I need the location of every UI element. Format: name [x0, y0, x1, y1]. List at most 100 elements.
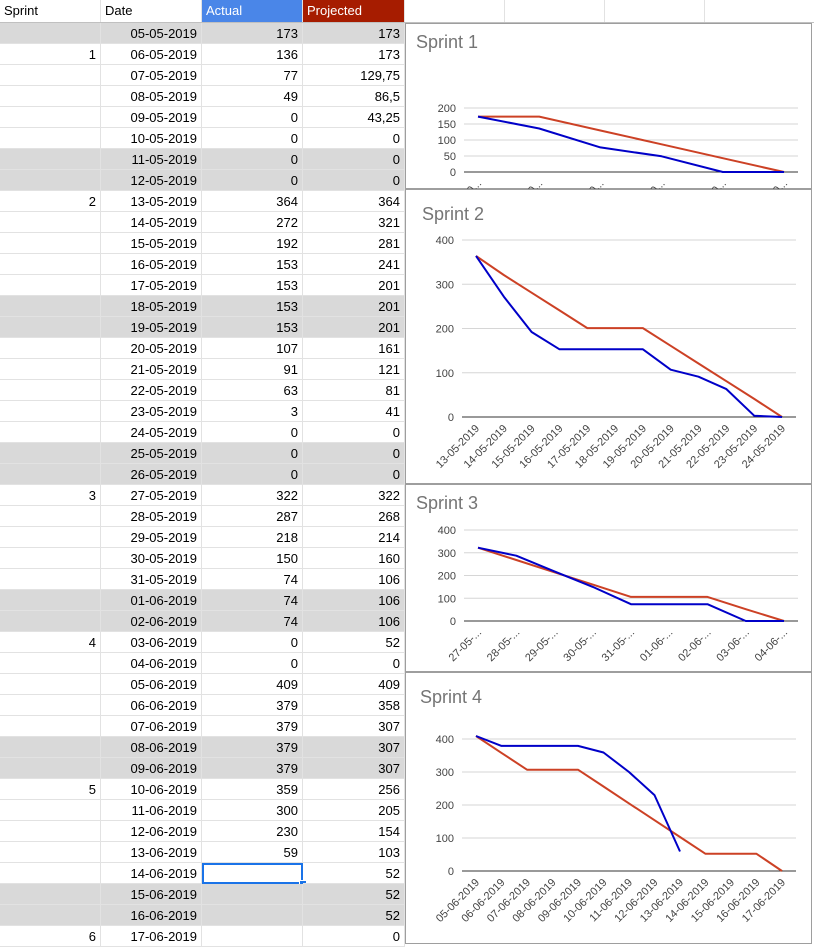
cell-actual[interactable]: 107 — [202, 338, 303, 359]
cell-actual[interactable] — [202, 884, 303, 905]
cell-actual[interactable]: 59 — [202, 842, 303, 863]
cell-projected[interactable]: 201 — [303, 275, 405, 296]
cell-date[interactable]: 26-05-2019 — [101, 464, 202, 485]
cell-projected[interactable]: 307 — [303, 758, 405, 779]
cell-projected[interactable]: 205 — [303, 800, 405, 821]
cell-date[interactable]: 28-05-2019 — [101, 506, 202, 527]
cell-sprint[interactable] — [0, 338, 101, 359]
cell-date[interactable]: 06-06-2019 — [101, 695, 202, 716]
cell-actual[interactable]: 0 — [202, 128, 303, 149]
cell-projected[interactable]: 121 — [303, 359, 405, 380]
cell-sprint[interactable] — [0, 695, 101, 716]
cell-projected[interactable]: 268 — [303, 506, 405, 527]
cell-actual[interactable]: 287 — [202, 506, 303, 527]
cell-date[interactable]: 02-06-2019 — [101, 611, 202, 632]
cell-date[interactable]: 19-05-2019 — [101, 317, 202, 338]
cell-sprint[interactable] — [0, 359, 101, 380]
empty-header-cell[interactable] — [705, 0, 814, 22]
cell-date[interactable]: 13-06-2019 — [101, 842, 202, 863]
cell-sprint[interactable] — [0, 842, 101, 863]
cell-sprint[interactable]: 2 — [0, 191, 101, 212]
cell-projected[interactable]: 364 — [303, 191, 405, 212]
cell-date[interactable]: 09-05-2019 — [101, 107, 202, 128]
cell-date[interactable]: 18-05-2019 — [101, 296, 202, 317]
cell-projected[interactable]: 409 — [303, 674, 405, 695]
cell-date[interactable]: 14-06-2019 — [101, 863, 202, 884]
header-date[interactable]: Date — [101, 0, 202, 22]
cell-projected[interactable]: 154 — [303, 821, 405, 842]
cell-actual[interactable]: 49 — [202, 86, 303, 107]
cell-date[interactable]: 16-05-2019 — [101, 254, 202, 275]
cell-date[interactable]: 22-05-2019 — [101, 380, 202, 401]
cell-sprint[interactable] — [0, 590, 101, 611]
cell-actual[interactable]: 3 — [202, 401, 303, 422]
cell-date[interactable]: 13-05-2019 — [101, 191, 202, 212]
cell-date[interactable]: 17-05-2019 — [101, 275, 202, 296]
cell-projected[interactable]: 106 — [303, 611, 405, 632]
burndown-chart[interactable]: Sprint 3 0 100 200 300 400 27-05-... 28-05-... 2… — [405, 484, 812, 672]
cell-actual[interactable]: 153 — [202, 296, 303, 317]
cell-sprint[interactable] — [0, 737, 101, 758]
cell-sprint[interactable] — [0, 254, 101, 275]
cell-projected[interactable]: 307 — [303, 737, 405, 758]
cell-projected[interactable]: 81 — [303, 380, 405, 401]
cell-sprint[interactable] — [0, 65, 101, 86]
cell-projected[interactable]: 0 — [303, 422, 405, 443]
cell-sprint[interactable] — [0, 233, 101, 254]
cell-actual[interactable] — [202, 926, 303, 947]
cell-projected[interactable]: 201 — [303, 317, 405, 338]
cell-date[interactable]: 20-05-2019 — [101, 338, 202, 359]
cell-actual[interactable]: 136 — [202, 44, 303, 65]
cell-sprint[interactable] — [0, 569, 101, 590]
cell-actual[interactable]: 173 — [202, 23, 303, 44]
cell-projected[interactable]: 0 — [303, 170, 405, 191]
cell-date[interactable]: 08-05-2019 — [101, 86, 202, 107]
cell-actual[interactable]: 0 — [202, 107, 303, 128]
cell-date[interactable]: 11-05-2019 — [101, 149, 202, 170]
cell-actual[interactable]: 153 — [202, 275, 303, 296]
cell-sprint[interactable] — [0, 107, 101, 128]
cell-projected[interactable]: 52 — [303, 905, 405, 926]
cell-date[interactable]: 12-05-2019 — [101, 170, 202, 191]
cell-date[interactable]: 09-06-2019 — [101, 758, 202, 779]
cell-projected[interactable]: 43,25 — [303, 107, 405, 128]
cell-actual[interactable]: 379 — [202, 695, 303, 716]
empty-header-cell[interactable] — [505, 0, 605, 22]
cell-actual[interactable]: 272 — [202, 212, 303, 233]
cell-projected[interactable]: 0 — [303, 653, 405, 674]
cell-actual[interactable]: 218 — [202, 527, 303, 548]
cell-actual[interactable]: 379 — [202, 758, 303, 779]
cell-date[interactable]: 27-05-2019 — [101, 485, 202, 506]
cell-date[interactable]: 31-05-2019 — [101, 569, 202, 590]
cell-projected[interactable]: 0 — [303, 464, 405, 485]
cell-date[interactable]: 15-06-2019 — [101, 884, 202, 905]
cell-actual[interactable]: 300 — [202, 800, 303, 821]
cell-actual[interactable]: 0 — [202, 422, 303, 443]
cell-actual[interactable] — [202, 863, 303, 884]
cell-actual[interactable]: 409 — [202, 674, 303, 695]
cell-sprint[interactable] — [0, 401, 101, 422]
cell-actual[interactable]: 379 — [202, 716, 303, 737]
cell-sprint[interactable] — [0, 716, 101, 737]
cell-actual[interactable]: 74 — [202, 569, 303, 590]
cell-date[interactable]: 12-06-2019 — [101, 821, 202, 842]
empty-header-cell[interactable] — [605, 0, 705, 22]
cell-date[interactable]: 06-05-2019 — [101, 44, 202, 65]
cell-sprint[interactable] — [0, 443, 101, 464]
cell-projected[interactable]: 0 — [303, 149, 405, 170]
burndown-chart[interactable]: Sprint 2 0 100 200 300 400 13-05-2019 14-05-201… — [405, 189, 812, 484]
cell-date[interactable]: 01-06-2019 — [101, 590, 202, 611]
cell-actual[interactable]: 364 — [202, 191, 303, 212]
cell-date[interactable]: 08-06-2019 — [101, 737, 202, 758]
header-projected[interactable]: Projected — [303, 0, 405, 22]
cell-date[interactable]: 30-05-2019 — [101, 548, 202, 569]
cell-actual[interactable] — [202, 905, 303, 926]
cell-date[interactable]: 07-05-2019 — [101, 65, 202, 86]
cell-sprint[interactable] — [0, 905, 101, 926]
cell-sprint[interactable]: 1 — [0, 44, 101, 65]
cell-actual[interactable]: 322 — [202, 485, 303, 506]
cell-projected[interactable]: 106 — [303, 590, 405, 611]
cell-date[interactable]: 24-05-2019 — [101, 422, 202, 443]
cell-actual[interactable]: 153 — [202, 254, 303, 275]
